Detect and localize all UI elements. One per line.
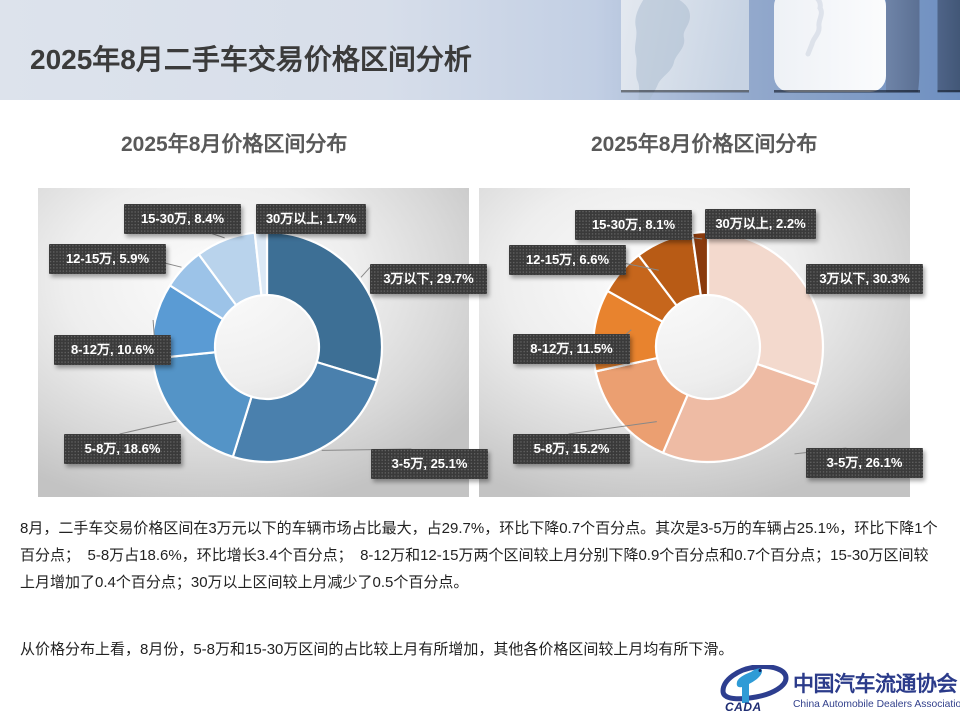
svg-text:中国汽车流通协会: 中国汽车流通协会 [793, 672, 957, 696]
svg-text:China Automobile Dealers Assoc: China Automobile Dealers Association [793, 699, 960, 710]
svg-text:CADA: CADA [725, 700, 762, 714]
